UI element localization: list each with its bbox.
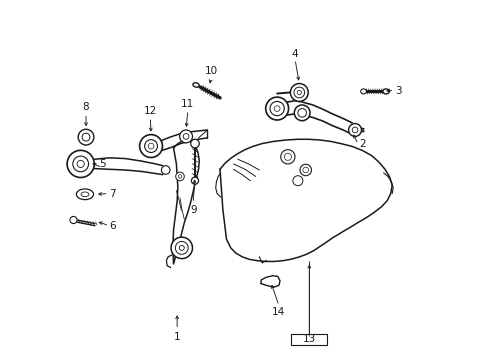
Circle shape <box>266 97 289 120</box>
Ellipse shape <box>76 189 94 200</box>
Text: 2: 2 <box>359 139 366 149</box>
Circle shape <box>161 166 170 174</box>
Circle shape <box>348 123 362 136</box>
Circle shape <box>300 164 312 176</box>
Text: 5: 5 <box>99 159 105 169</box>
Circle shape <box>191 139 199 148</box>
Text: 13: 13 <box>303 334 316 344</box>
Circle shape <box>140 135 163 157</box>
Circle shape <box>180 130 193 143</box>
Circle shape <box>73 156 89 172</box>
Circle shape <box>303 167 309 173</box>
Ellipse shape <box>383 89 390 94</box>
Text: 12: 12 <box>144 106 157 116</box>
Circle shape <box>78 129 94 145</box>
Ellipse shape <box>361 89 367 94</box>
Circle shape <box>175 242 188 254</box>
Circle shape <box>270 102 284 116</box>
Text: 8: 8 <box>83 102 89 112</box>
Circle shape <box>67 150 94 177</box>
Text: 3: 3 <box>395 86 402 96</box>
Circle shape <box>297 90 301 95</box>
Text: 11: 11 <box>181 99 195 109</box>
Circle shape <box>183 134 189 139</box>
Text: 7: 7 <box>109 189 116 199</box>
Text: 9: 9 <box>190 205 196 215</box>
Ellipse shape <box>81 192 89 197</box>
Circle shape <box>148 143 154 149</box>
Text: 1: 1 <box>174 332 180 342</box>
Circle shape <box>298 109 306 117</box>
Circle shape <box>82 133 90 141</box>
Circle shape <box>281 150 295 164</box>
Circle shape <box>293 176 303 186</box>
Circle shape <box>192 177 198 184</box>
Circle shape <box>145 140 157 153</box>
Circle shape <box>171 237 193 258</box>
Text: 10: 10 <box>204 66 218 76</box>
Ellipse shape <box>193 83 199 87</box>
Circle shape <box>294 105 310 121</box>
Circle shape <box>77 160 84 167</box>
Text: 6: 6 <box>109 221 116 231</box>
Circle shape <box>294 87 305 98</box>
Circle shape <box>176 172 184 181</box>
Text: 4: 4 <box>292 49 298 59</box>
Text: 14: 14 <box>272 307 286 317</box>
Circle shape <box>70 216 77 224</box>
Circle shape <box>352 127 358 133</box>
Circle shape <box>274 106 280 111</box>
Circle shape <box>284 153 292 160</box>
Circle shape <box>178 175 182 178</box>
Bar <box>292 334 327 345</box>
Circle shape <box>291 84 308 102</box>
Circle shape <box>179 246 184 250</box>
